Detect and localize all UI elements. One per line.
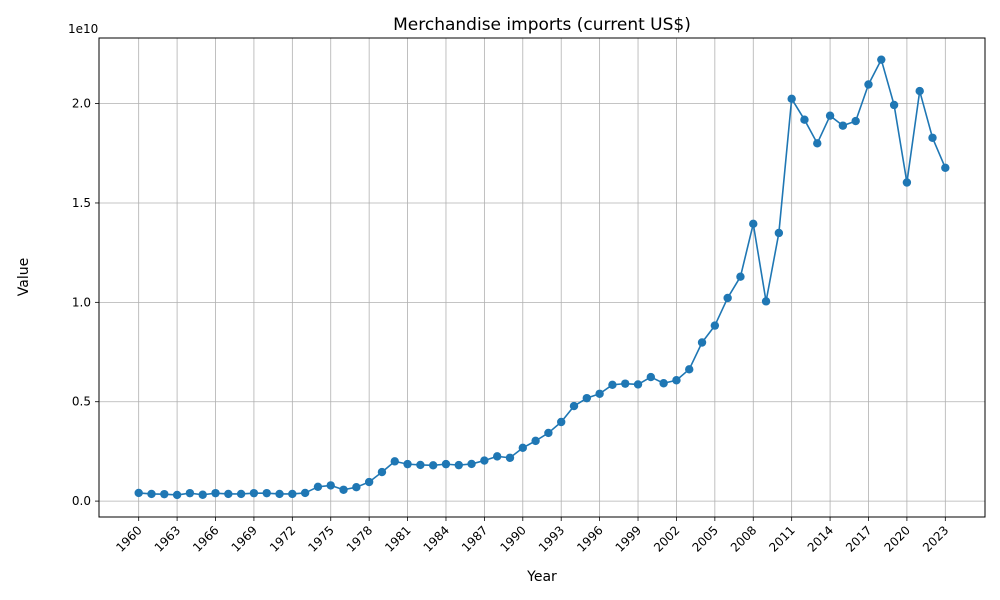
data-point [697, 338, 707, 347]
data-point [749, 219, 758, 229]
data-point [339, 485, 348, 494]
data-point [902, 178, 912, 187]
data-point [236, 489, 246, 499]
data-point [608, 380, 617, 390]
y-tick-label: 1.5 [72, 196, 91, 210]
data-point [761, 297, 771, 306]
data-point [889, 100, 899, 110]
data-point [531, 436, 540, 446]
data-point [288, 489, 297, 499]
y-axis-ticks: 0.0 0.5 1.0 1.5 2.0 [72, 97, 99, 508]
data-point [557, 417, 566, 427]
data-point [262, 488, 271, 498]
data-point [621, 379, 630, 388]
data-point [275, 489, 284, 499]
data-point [813, 139, 822, 148]
data-point [313, 482, 323, 491]
data-point [774, 228, 784, 238]
data-point [685, 365, 694, 374]
y-tick-label: 2.0 [72, 97, 91, 111]
data-point [492, 452, 502, 461]
data-point [134, 488, 143, 498]
data-point [441, 459, 451, 469]
data-point [825, 111, 835, 120]
data-point [390, 457, 399, 466]
data-point [300, 488, 310, 498]
data-point [659, 379, 668, 388]
data-point [736, 272, 745, 281]
data-point [185, 488, 195, 498]
data-point [352, 482, 361, 492]
data-point [838, 121, 848, 130]
data-point [710, 321, 720, 330]
chart-title: Merchandise imports (current US$) [393, 15, 691, 35]
data-point [467, 459, 476, 469]
data-point [800, 115, 809, 124]
plot-frame [98, 37, 986, 518]
data-point [224, 489, 233, 499]
data-point [480, 456, 489, 465]
data-point [582, 393, 592, 403]
data-point [249, 488, 259, 498]
data-point [633, 380, 643, 389]
y-tick-label: 1.0 [72, 295, 91, 309]
data-point [416, 460, 425, 470]
data-point [428, 461, 438, 470]
y-axis-offset-label: 1e10 [68, 22, 98, 36]
data-point [147, 489, 156, 499]
data-point [941, 163, 950, 172]
y-tick-label: 0.0 [72, 494, 91, 508]
data-point [595, 389, 604, 398]
data-point [787, 94, 796, 104]
data-point [646, 372, 656, 382]
data-point [160, 489, 169, 499]
data-points [134, 55, 950, 500]
series-line [138, 58, 947, 496]
data-point [326, 481, 335, 490]
data-point [851, 116, 860, 126]
data-point [454, 460, 463, 470]
data-point [864, 80, 873, 89]
data-point [672, 376, 681, 385]
data-point [569, 401, 579, 411]
data-point [377, 467, 387, 477]
data-point [877, 55, 886, 64]
grid-lines [99, 38, 985, 517]
data-point [198, 490, 207, 499]
data-point [172, 490, 182, 500]
x-axis-title: Year [526, 569, 557, 585]
y-axis-title: Value [16, 258, 32, 296]
data-point [915, 86, 924, 96]
data-point [544, 428, 553, 438]
y-tick-label: 0.5 [72, 395, 91, 409]
data-point [928, 133, 937, 142]
data-point [518, 443, 527, 453]
data-point [505, 453, 515, 462]
data-point [723, 293, 732, 303]
data-point [211, 488, 220, 498]
series-line-layer [138, 58, 947, 496]
data-point [364, 477, 374, 487]
data-point [403, 459, 412, 469]
